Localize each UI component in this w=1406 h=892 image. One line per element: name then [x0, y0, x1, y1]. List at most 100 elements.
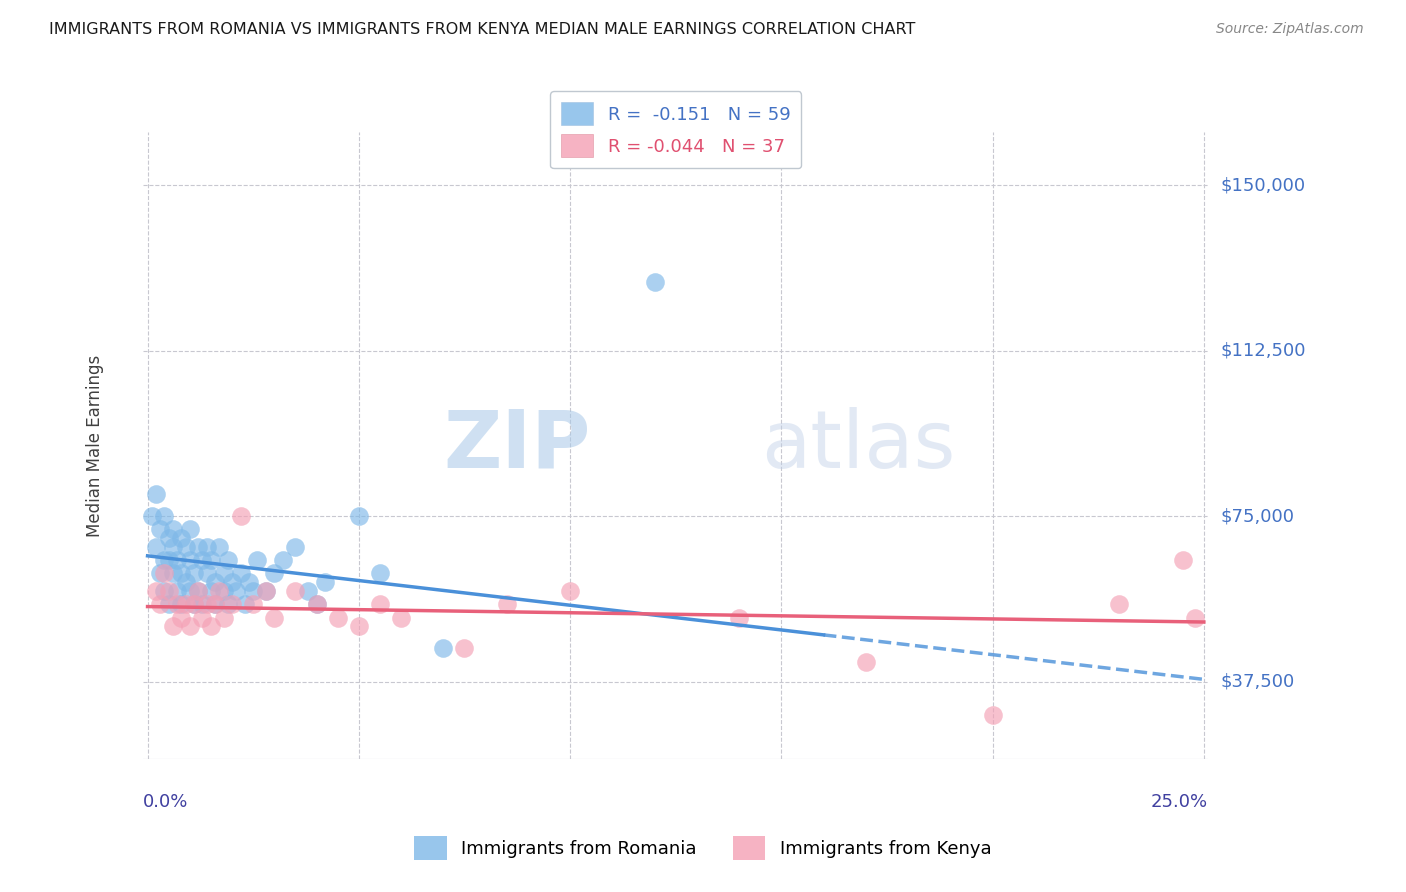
- Point: [347, 619, 370, 633]
- Point: [204, 598, 226, 612]
- Point: [432, 641, 454, 656]
- Point: [191, 610, 214, 624]
- Point: [305, 598, 328, 612]
- Point: [191, 553, 214, 567]
- Point: [162, 566, 184, 581]
- Point: [153, 584, 176, 599]
- Point: [305, 598, 328, 612]
- Point: [368, 566, 391, 581]
- Text: $75,000: $75,000: [1220, 508, 1295, 525]
- Point: [208, 584, 231, 599]
- Legend: Immigrants from Romania, Immigrants from Kenya: Immigrants from Romania, Immigrants from…: [408, 830, 998, 867]
- Point: [389, 610, 412, 624]
- Point: [212, 566, 235, 581]
- Point: [254, 584, 277, 599]
- Point: [326, 610, 349, 624]
- Point: [208, 540, 231, 554]
- Point: [153, 553, 176, 567]
- Point: [297, 584, 319, 599]
- Text: ZIP: ZIP: [443, 407, 591, 484]
- Point: [170, 531, 193, 545]
- Point: [217, 598, 239, 612]
- Point: [495, 598, 517, 612]
- Point: [157, 553, 180, 567]
- Point: [221, 598, 243, 612]
- Point: [200, 619, 222, 633]
- Point: [174, 575, 197, 590]
- Point: [1184, 610, 1206, 624]
- Point: [149, 598, 172, 612]
- Point: [855, 655, 877, 669]
- Point: [183, 598, 205, 612]
- Point: [170, 598, 193, 612]
- Point: [204, 575, 226, 590]
- Point: [254, 584, 277, 599]
- Point: [728, 610, 751, 624]
- Text: Source: ZipAtlas.com: Source: ZipAtlas.com: [1216, 22, 1364, 37]
- Point: [263, 610, 285, 624]
- Point: [314, 575, 336, 590]
- Point: [157, 584, 180, 599]
- Text: atlas: atlas: [761, 407, 955, 484]
- Text: 0.0%: 0.0%: [143, 793, 188, 811]
- Point: [242, 598, 264, 612]
- Point: [149, 566, 172, 581]
- Point: [162, 522, 184, 536]
- Point: [195, 566, 218, 581]
- Point: [174, 598, 197, 612]
- Point: [157, 531, 180, 545]
- Point: [179, 584, 201, 599]
- Point: [187, 584, 209, 599]
- Point: [238, 575, 260, 590]
- Point: [217, 553, 239, 567]
- Point: [225, 584, 247, 599]
- Point: [204, 598, 226, 612]
- Point: [195, 598, 218, 612]
- Legend: R =  -0.151   N = 59, R = -0.044   N = 37: R = -0.151 N = 59, R = -0.044 N = 37: [550, 91, 801, 169]
- Point: [170, 566, 193, 581]
- Point: [212, 584, 235, 599]
- Point: [162, 619, 184, 633]
- Point: [981, 707, 1004, 722]
- Point: [271, 553, 294, 567]
- Point: [166, 598, 188, 612]
- Text: Median Male Earnings: Median Male Earnings: [86, 354, 104, 537]
- Point: [179, 619, 201, 633]
- Point: [1171, 553, 1194, 567]
- Text: IMMIGRANTS FROM ROMANIA VS IMMIGRANTS FROM KENYA MEDIAN MALE EARNINGS CORRELATIO: IMMIGRANTS FROM ROMANIA VS IMMIGRANTS FR…: [49, 22, 915, 37]
- Point: [221, 575, 243, 590]
- Point: [145, 487, 167, 501]
- Point: [263, 566, 285, 581]
- Point: [174, 540, 197, 554]
- Point: [1108, 598, 1130, 612]
- Point: [233, 598, 256, 612]
- Point: [187, 584, 209, 599]
- Point: [145, 540, 167, 554]
- Point: [347, 509, 370, 524]
- Point: [453, 641, 475, 656]
- Point: [166, 553, 188, 567]
- Point: [179, 522, 201, 536]
- Text: $37,500: $37,500: [1220, 673, 1295, 690]
- Point: [284, 540, 307, 554]
- Point: [558, 584, 581, 599]
- Point: [229, 566, 252, 581]
- Text: $112,500: $112,500: [1220, 342, 1306, 359]
- Point: [183, 566, 205, 581]
- Point: [153, 566, 176, 581]
- Point: [153, 509, 176, 524]
- Point: [162, 540, 184, 554]
- Point: [644, 275, 666, 289]
- Point: [170, 610, 193, 624]
- Point: [187, 540, 209, 554]
- Point: [149, 522, 172, 536]
- Point: [242, 584, 264, 599]
- Point: [229, 509, 252, 524]
- Point: [179, 553, 201, 567]
- Point: [166, 584, 188, 599]
- Text: 25.0%: 25.0%: [1152, 793, 1208, 811]
- Point: [145, 584, 167, 599]
- Point: [141, 509, 163, 524]
- Text: $150,000: $150,000: [1220, 177, 1306, 194]
- Point: [191, 598, 214, 612]
